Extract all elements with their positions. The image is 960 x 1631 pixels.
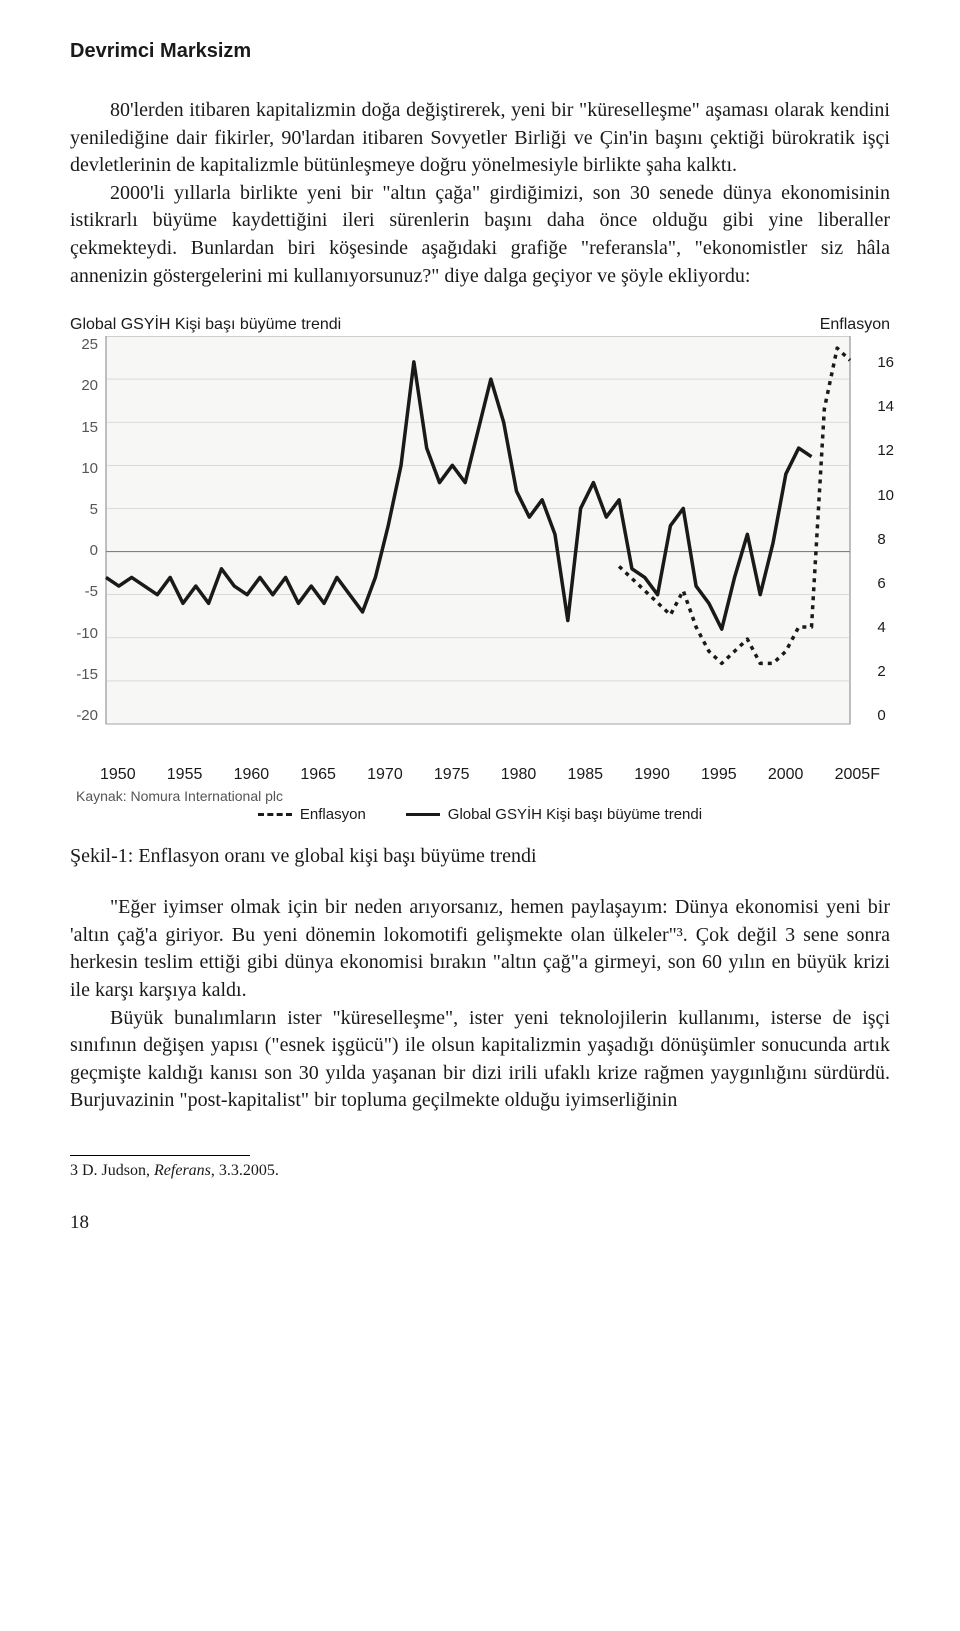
- paragraph-1: 80'lerden itibaren kapitalizmin doğa değ…: [70, 97, 890, 180]
- chart-right-title: Enflasyon: [820, 316, 890, 334]
- legend-swatch-growth: [406, 813, 440, 816]
- chart-svg: [70, 336, 890, 756]
- page-number: 18: [70, 1212, 890, 1234]
- footnote-marker: 3: [70, 1162, 78, 1179]
- legend-item-inflation: Enflasyon: [258, 806, 366, 823]
- paragraph-4: Büyük bunalımların ister "küreselleşme",…: [70, 1005, 890, 1115]
- paragraph-3: "Eğer iyimser olmak için bir neden arıyo…: [70, 894, 890, 1004]
- figure-caption: Şekil-1: Enflasyon oranı ve global kişi …: [70, 845, 890, 868]
- x-axis-labels: 1950 1955 1960 1965 1970 1975 1980 1985 …: [100, 766, 880, 784]
- journal-title: Devrimci Marksizm: [70, 40, 890, 63]
- body-text-upper: 80'lerden itibaren kapitalizmin doğa değ…: [70, 97, 890, 290]
- chart-source: Kaynak: Nomura International plc: [76, 788, 890, 804]
- chart-left-title: Global GSYİH Kişi başı büyüme trendi: [70, 316, 341, 334]
- chart-container: Global GSYİH Kişi başı büyüme trendi Enf…: [70, 316, 890, 823]
- legend-item-growth: Global GSYİH Kişi başı büyüme trendi: [406, 806, 702, 823]
- paragraph-2: 2000'li yıllarla birlikte yeni bir "altı…: [70, 180, 890, 290]
- body-text-lower: "Eğer iyimser olmak için bir neden arıyo…: [70, 894, 890, 1115]
- legend-swatch-inflation: [258, 813, 292, 816]
- chart-plot: 25 20 15 10 5 0 -5 -10 -15 -20 16 14 12 …: [70, 336, 890, 756]
- footnote-rule: [70, 1155, 250, 1156]
- footnote: 3 D. Judson, Referans, 3.3.2005.: [70, 1162, 890, 1180]
- chart-legend: Enflasyon Global GSYİH Kişi başı büyüme …: [70, 806, 890, 823]
